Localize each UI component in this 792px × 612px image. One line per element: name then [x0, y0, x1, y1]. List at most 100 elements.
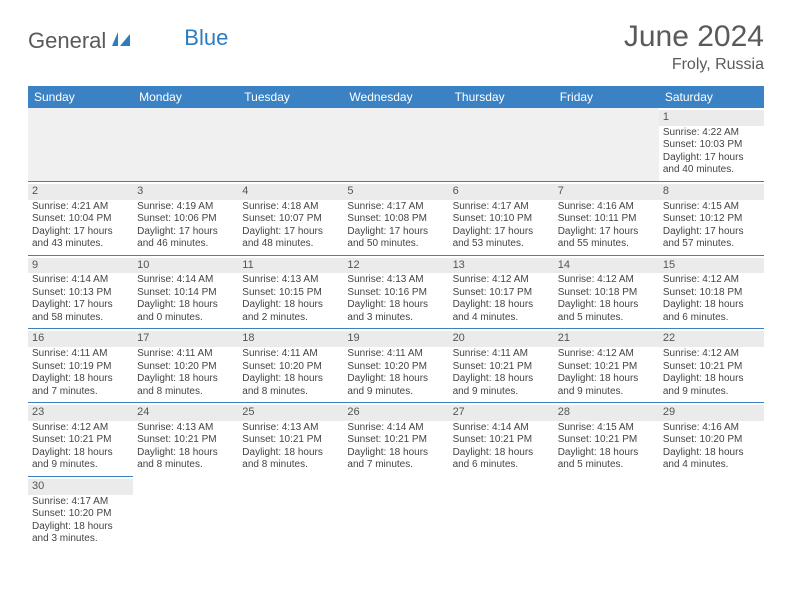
day-detail-line: Daylight: 17 hours [558, 226, 655, 239]
day-detail-line: Sunrise: 4:17 AM [453, 201, 550, 214]
day-detail-line: Daylight: 18 hours [347, 299, 444, 312]
calendar-cell [28, 108, 133, 181]
day-detail-line: and 58 minutes. [32, 312, 129, 325]
day-detail-line: Daylight: 18 hours [347, 447, 444, 460]
day-number: 19 [343, 331, 448, 347]
page: General Blue June 2024 Froly, Russia Sun… [0, 0, 792, 570]
calendar-week-row: 9Sunrise: 4:14 AMSunset: 10:13 PMDayligh… [28, 255, 764, 329]
day-number: 25 [238, 405, 343, 421]
day-detail-line: Sunrise: 4:12 AM [558, 274, 655, 287]
day-detail-line: and 50 minutes. [347, 238, 444, 251]
calendar-cell: 8Sunrise: 4:15 AMSunset: 10:12 PMDayligh… [659, 181, 764, 255]
calendar-cell [449, 108, 554, 181]
day-detail-line: Sunset: 10:20 PM [32, 508, 129, 521]
day-detail-line: and 46 minutes. [137, 238, 234, 251]
day-detail-line: Daylight: 18 hours [137, 373, 234, 386]
day-number: 2 [28, 184, 133, 200]
day-number: 9 [28, 258, 133, 274]
day-detail-line: Sunset: 10:21 PM [32, 434, 129, 447]
day-detail-line: and 7 minutes. [347, 459, 444, 472]
day-number: 20 [449, 331, 554, 347]
day-detail-line: and 8 minutes. [242, 386, 339, 399]
day-detail-line: and 8 minutes. [242, 459, 339, 472]
day-detail-line: and 43 minutes. [32, 238, 129, 251]
day-detail-line: and 5 minutes. [558, 312, 655, 325]
day-detail-line: Sunrise: 4:14 AM [347, 422, 444, 435]
day-detail-line: Sunrise: 4:13 AM [137, 422, 234, 435]
calendar-body: 1Sunrise: 4:22 AMSunset: 10:03 PMDayligh… [28, 108, 764, 550]
day-detail-line: Sunrise: 4:11 AM [137, 348, 234, 361]
day-detail-line: Sunrise: 4:11 AM [453, 348, 550, 361]
day-detail-line: and 3 minutes. [32, 533, 129, 546]
calendar-cell [554, 476, 659, 549]
day-detail-line: Sunset: 10:11 PM [558, 213, 655, 226]
calendar-cell [238, 108, 343, 181]
day-detail-line: Daylight: 18 hours [32, 447, 129, 460]
calendar-cell: 12Sunrise: 4:13 AMSunset: 10:16 PMDaylig… [343, 255, 448, 329]
day-detail-line: Daylight: 18 hours [663, 447, 760, 460]
calendar-cell: 26Sunrise: 4:14 AMSunset: 10:21 PMDaylig… [343, 403, 448, 477]
day-detail-line: Daylight: 17 hours [137, 226, 234, 239]
day-detail-line: Daylight: 18 hours [242, 299, 339, 312]
day-detail-line: Daylight: 18 hours [347, 373, 444, 386]
day-detail-line: and 4 minutes. [663, 459, 760, 472]
day-detail-line: Sunset: 10:13 PM [32, 287, 129, 300]
calendar-week-row: 30Sunrise: 4:17 AMSunset: 10:20 PMDaylig… [28, 476, 764, 549]
day-detail-line: Daylight: 18 hours [453, 447, 550, 460]
day-detail-line: Sunset: 10:21 PM [453, 434, 550, 447]
calendar-cell: 27Sunrise: 4:14 AMSunset: 10:21 PMDaylig… [449, 403, 554, 477]
day-detail-line: and 2 minutes. [242, 312, 339, 325]
day-detail-line: Sunrise: 4:19 AM [137, 201, 234, 214]
calendar-cell: 14Sunrise: 4:12 AMSunset: 10:18 PMDaylig… [554, 255, 659, 329]
day-detail-line: Sunrise: 4:11 AM [242, 348, 339, 361]
calendar-cell: 1Sunrise: 4:22 AMSunset: 10:03 PMDayligh… [659, 108, 764, 181]
calendar-table: Sunday Monday Tuesday Wednesday Thursday… [28, 86, 764, 550]
day-detail-line: Sunset: 10:20 PM [137, 361, 234, 374]
day-detail-line: and 9 minutes. [663, 386, 760, 399]
logo-sail-icon [110, 30, 132, 53]
day-number: 28 [554, 405, 659, 421]
day-detail-line: Sunrise: 4:13 AM [242, 274, 339, 287]
day-number: 27 [449, 405, 554, 421]
day-detail-line: and 3 minutes. [347, 312, 444, 325]
day-detail-line: Sunset: 10:12 PM [663, 213, 760, 226]
calendar-cell [449, 476, 554, 549]
day-detail-line: Daylight: 18 hours [453, 299, 550, 312]
weekday-monday: Monday [133, 86, 238, 108]
day-number: 12 [343, 258, 448, 274]
day-detail-line: and 7 minutes. [32, 386, 129, 399]
logo-text-general: General [28, 28, 106, 54]
day-number: 10 [133, 258, 238, 274]
day-detail-line: Daylight: 18 hours [32, 373, 129, 386]
day-detail-line: Sunrise: 4:12 AM [32, 422, 129, 435]
calendar-cell: 20Sunrise: 4:11 AMSunset: 10:21 PMDaylig… [449, 329, 554, 403]
day-detail-line: Sunset: 10:21 PM [453, 361, 550, 374]
calendar-cell: 11Sunrise: 4:13 AMSunset: 10:15 PMDaylig… [238, 255, 343, 329]
day-number: 21 [554, 331, 659, 347]
day-detail-line: Sunset: 10:07 PM [242, 213, 339, 226]
day-detail-line: Sunrise: 4:21 AM [32, 201, 129, 214]
day-number: 14 [554, 258, 659, 274]
day-number: 18 [238, 331, 343, 347]
day-detail-line: Daylight: 18 hours [558, 447, 655, 460]
day-number: 22 [659, 331, 764, 347]
day-detail-line: Sunset: 10:14 PM [137, 287, 234, 300]
day-detail-line: Sunset: 10:17 PM [453, 287, 550, 300]
calendar-cell: 28Sunrise: 4:15 AMSunset: 10:21 PMDaylig… [554, 403, 659, 477]
day-detail-line: Sunrise: 4:16 AM [663, 422, 760, 435]
day-detail-line: and 53 minutes. [453, 238, 550, 251]
calendar-cell [343, 476, 448, 549]
location-label: Froly, Russia [624, 56, 764, 74]
header: General Blue June 2024 Froly, Russia [28, 20, 764, 74]
calendar-cell: 21Sunrise: 4:12 AMSunset: 10:21 PMDaylig… [554, 329, 659, 403]
day-number: 23 [28, 405, 133, 421]
day-detail-line: Sunset: 10:21 PM [242, 434, 339, 447]
day-detail-line: Daylight: 18 hours [453, 373, 550, 386]
day-detail-line: Daylight: 18 hours [242, 373, 339, 386]
day-detail-line: Sunset: 10:03 PM [663, 139, 760, 152]
calendar-cell [238, 476, 343, 549]
day-number: 1 [659, 110, 764, 126]
day-number: 15 [659, 258, 764, 274]
day-detail-line: Daylight: 17 hours [663, 226, 760, 239]
day-detail-line: Sunset: 10:10 PM [453, 213, 550, 226]
